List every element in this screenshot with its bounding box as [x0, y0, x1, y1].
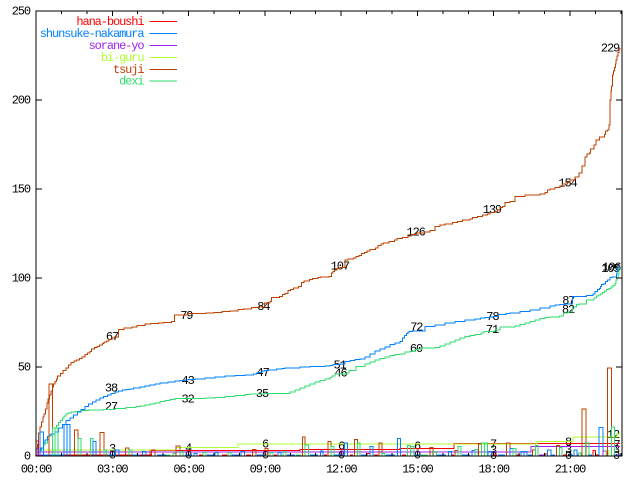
svg-text:250: 250	[12, 5, 31, 19]
svg-text:4: 4	[185, 441, 192, 455]
svg-text:100: 100	[12, 272, 31, 286]
svg-text:03:00: 03:00	[97, 463, 128, 477]
svg-text:47: 47	[256, 366, 269, 380]
svg-text:27: 27	[105, 400, 118, 414]
svg-text:09:00: 09:00	[250, 463, 281, 477]
svg-text:00:00: 00:00	[21, 463, 52, 477]
svg-text:12:00: 12:00	[326, 463, 357, 477]
svg-text:tsuji: tsuji	[113, 63, 144, 77]
svg-text:3: 3	[490, 444, 497, 458]
svg-text:21:00: 21:00	[555, 463, 586, 477]
svg-text:72: 72	[410, 321, 423, 335]
svg-text:229: 229	[601, 41, 620, 55]
svg-text:3: 3	[613, 443, 620, 457]
svg-text:105: 105	[601, 262, 620, 276]
svg-text:sorane-yo: sorane-yo	[89, 39, 145, 53]
svg-text:200: 200	[12, 94, 31, 108]
svg-text:6: 6	[414, 440, 421, 454]
svg-text:3: 3	[565, 443, 572, 457]
svg-text:150: 150	[12, 183, 31, 197]
svg-text:dexi: dexi	[119, 75, 144, 89]
svg-text:shunsuke-nakamura: shunsuke-nakamura	[40, 27, 145, 41]
svg-text:6: 6	[338, 440, 345, 454]
svg-text:126: 126	[407, 225, 426, 239]
svg-text:18:00: 18:00	[478, 463, 509, 477]
svg-text:0: 0	[24, 450, 31, 464]
svg-text:50: 50	[18, 361, 31, 375]
svg-text:06:00: 06:00	[173, 463, 204, 477]
svg-text:43: 43	[181, 374, 194, 388]
svg-text:71: 71	[486, 323, 499, 337]
svg-text:15:00: 15:00	[402, 463, 433, 477]
svg-text:32: 32	[181, 392, 194, 406]
svg-text:79: 79	[180, 309, 193, 323]
svg-text:3: 3	[109, 442, 116, 456]
svg-text:7: 7	[614, 438, 621, 452]
svg-text:8: 8	[565, 436, 572, 450]
svg-text:hana-boushi: hana-boushi	[76, 15, 144, 29]
svg-text:bi-guru: bi-guru	[101, 51, 145, 65]
svg-text:51: 51	[333, 359, 346, 373]
